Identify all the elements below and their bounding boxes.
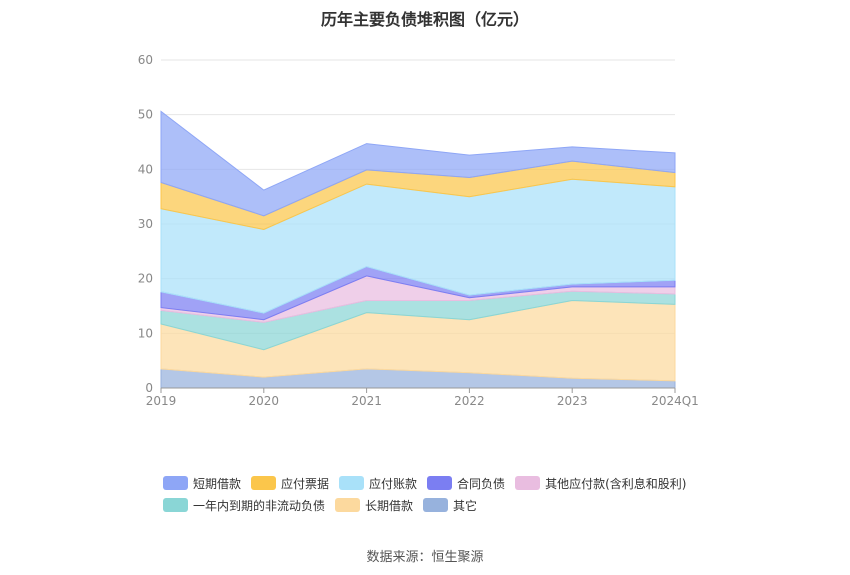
legend-label: 合同负债 <box>457 476 506 491</box>
y-tick-label: 20 <box>138 272 153 286</box>
legend-label: 应付账款 <box>369 476 418 491</box>
legend-swatch <box>251 476 277 490</box>
x-tick-label: 2020 <box>249 394 280 408</box>
legend-label: 其他应付款(含利息和股利) <box>545 476 687 491</box>
x-tick-label: 2023 <box>557 394 588 408</box>
y-tick-label: 10 <box>138 326 153 340</box>
legend-row: 一年内到期的非流动负债 长期借款 其它 <box>163 494 723 516</box>
legend-label: 长期借款 <box>365 498 414 513</box>
legend-swatch <box>423 498 449 512</box>
x-tick-label: 2022 <box>454 394 485 408</box>
legend-label: 应付票据 <box>281 476 330 491</box>
stacked-area-chart: 0 10 20 30 40 50 60 2019 2020 2021 2022 2023 2024Q1 <box>138 53 699 408</box>
chart-title: 历年主要负债堆积图（亿元） <box>320 10 529 29</box>
legend-item[interactable]: 合同负债 <box>427 475 505 492</box>
legend-item[interactable]: 应付票据 <box>251 475 329 492</box>
legend-label: 一年内到期的非流动负债 <box>193 498 326 513</box>
legend-swatch <box>427 476 453 490</box>
chart-legend: 短期借款 应付票据 应付账款 合同负债 其他应付款(含利息和股利) 一年内到期的非流动负债… <box>163 472 723 516</box>
legend-item[interactable]: 其他应付款(含利息和股利) <box>515 475 686 492</box>
legend-label: 其它 <box>453 498 478 513</box>
x-tick-label: 2019 <box>146 394 177 408</box>
chart-area: 0 10 20 30 40 50 60 2019 2020 2021 2022 2023 2024Q1 <box>138 53 699 408</box>
legend-swatch <box>515 476 541 490</box>
legend-swatch <box>339 476 365 490</box>
y-tick-label: 60 <box>138 53 153 67</box>
legend-swatch <box>163 476 188 490</box>
legend-swatch <box>163 498 188 512</box>
legend-label: 短期借款 <box>193 476 242 491</box>
y-tick-label: 40 <box>138 162 153 176</box>
legend-item[interactable]: 其它 <box>423 497 477 514</box>
legend-row: 短期借款 应付票据 应付账款 合同负债 其他应付款(含利息和股利) <box>163 472 723 494</box>
legend-item[interactable]: 短期借款 <box>163 475 241 492</box>
y-tick-label: 30 <box>138 217 153 231</box>
data-source-note: 数据来源：恒生聚源 <box>366 550 484 565</box>
y-tick-label: 50 <box>138 108 153 122</box>
y-tick-label: 0 <box>145 381 153 395</box>
x-tick-label: 2021 <box>351 394 382 408</box>
legend-item[interactable]: 应付账款 <box>339 475 417 492</box>
legend-item[interactable]: 长期借款 <box>335 497 413 514</box>
x-tick-label: 2024Q1 <box>651 394 699 408</box>
legend-item[interactable]: 一年内到期的非流动负债 <box>163 497 325 514</box>
series-7-area <box>160 110 676 217</box>
legend-swatch <box>335 498 361 512</box>
